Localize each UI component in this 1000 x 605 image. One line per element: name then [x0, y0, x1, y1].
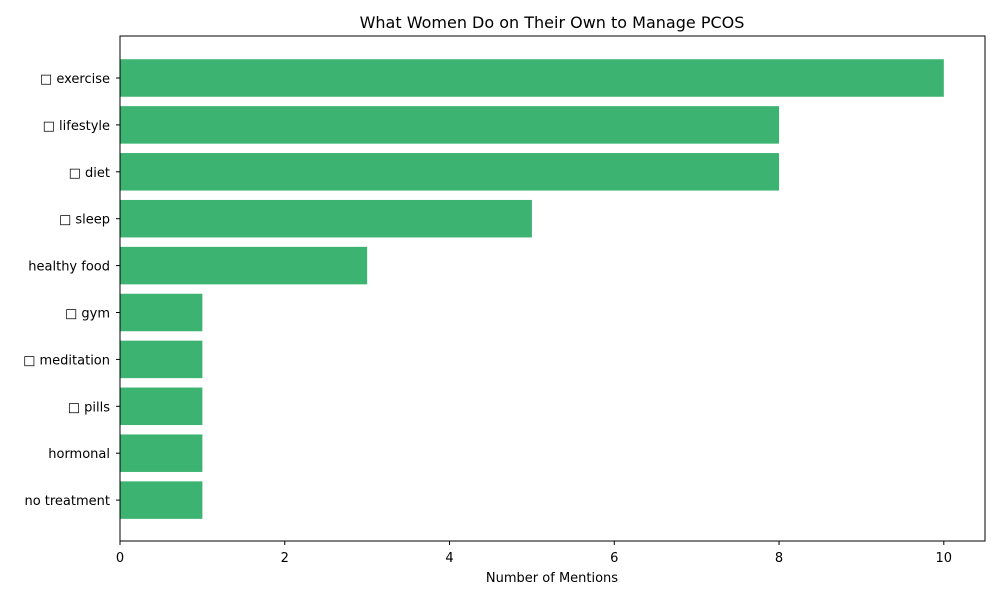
bar [120, 387, 203, 426]
y-tick-label: □ exercise [40, 72, 110, 87]
bars-layer [120, 59, 944, 519]
y-axis-ticks: □ exercise □ lifestyle □ diet □ sleep health… [23, 72, 120, 509]
bar [120, 106, 780, 144]
y-tick-label: healthy food [28, 260, 110, 275]
y-tick-label: □ diet [69, 166, 110, 181]
plot-frame [119, 35, 986, 542]
x-tick-label: 8 [775, 551, 783, 566]
bar [120, 293, 203, 332]
x-tick-label: 2 [281, 551, 289, 566]
x-tick-label: 6 [610, 551, 618, 566]
x-tick-label: 10 [936, 551, 953, 566]
x-tick-label: 0 [116, 551, 124, 566]
bar [120, 434, 203, 472]
y-tick-label: □ sleep [59, 213, 110, 228]
y-tick-label: □ meditation [23, 353, 110, 368]
y-tick-label: □ lifestyle [43, 119, 110, 134]
bar [120, 59, 944, 97]
bar [120, 340, 203, 379]
chart-title: What Women Do on Their Own to Manage PCO… [360, 13, 745, 32]
y-tick-label: □ gym [65, 307, 110, 322]
bar [120, 481, 203, 519]
y-tick-label: no treatment [24, 494, 110, 509]
y-tick-label: hormonal [48, 447, 110, 462]
bar [120, 153, 780, 191]
x-tick-label: 4 [445, 551, 453, 566]
x-axis-ticks: 0 2 4 6 8 10 [116, 541, 952, 566]
bar [120, 246, 368, 285]
bar [120, 199, 532, 238]
x-axis-label: Number of Mentions [486, 571, 618, 586]
y-tick-label: □ pills [68, 400, 111, 415]
